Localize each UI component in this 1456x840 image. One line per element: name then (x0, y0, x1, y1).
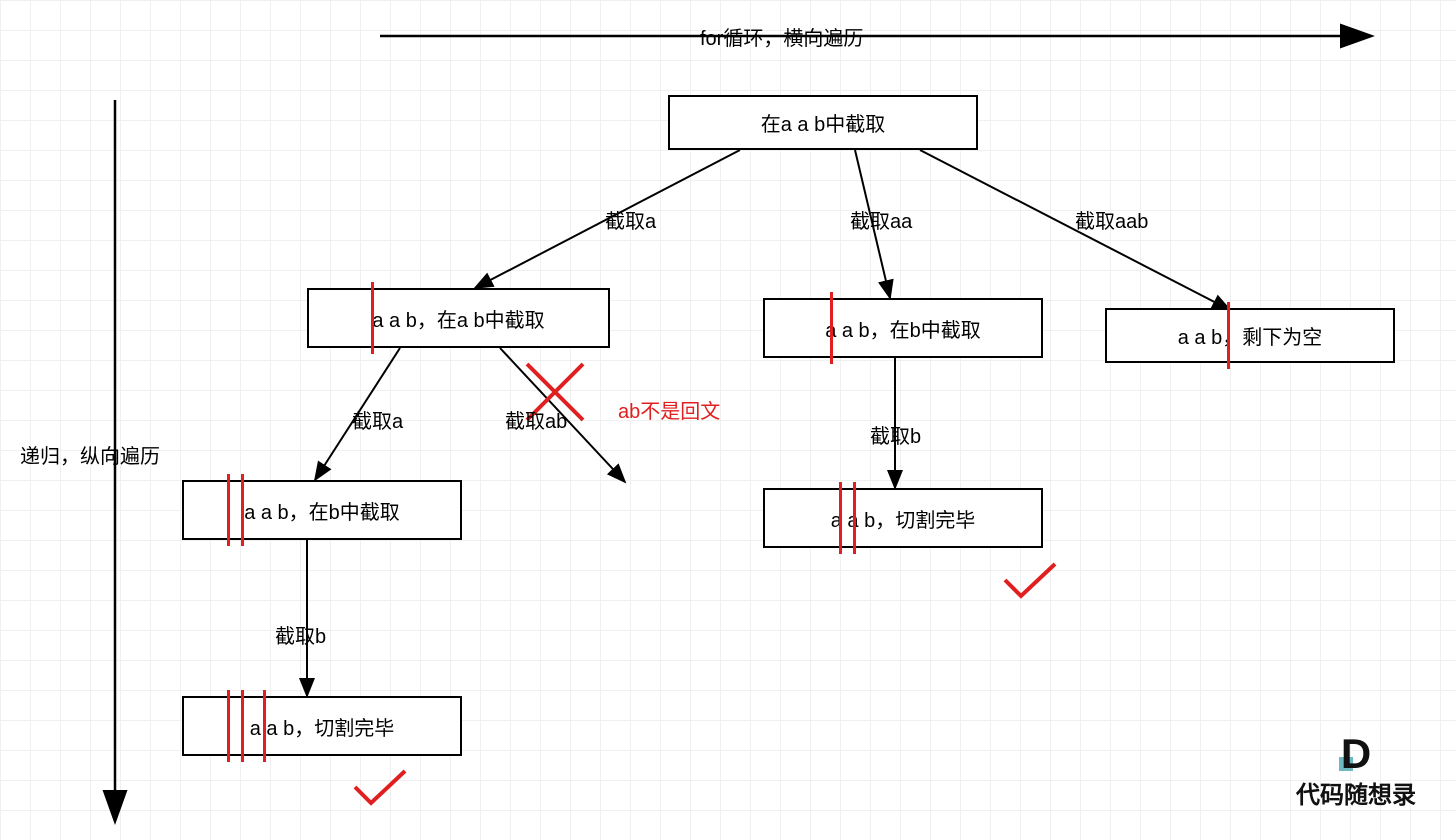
cut-mark (830, 292, 833, 364)
cut-mark (241, 474, 244, 546)
annotation-text: ab不是回文 (618, 395, 720, 424)
checkmark-icon (1005, 564, 1055, 596)
diagram-layer: 在a a b中截取 a a b，在a b中截取 a a b，在b中截取 a a b，剩… (0, 0, 1456, 840)
cut-mark (839, 482, 842, 554)
cut-mark (227, 474, 230, 546)
edge-label: 截取a (352, 405, 403, 434)
tree-node: 在a a b中截取 (668, 95, 978, 150)
edge-label: 截取aab (1075, 205, 1148, 234)
edge-label: 截取b (870, 420, 921, 449)
tree-node: a a b，在b中截取 (763, 298, 1043, 358)
tree-node: a a b，切割完毕 (763, 488, 1043, 548)
tree-node: a a b，在a b中截取 (307, 288, 610, 348)
cut-mark (1227, 302, 1230, 369)
vertical-axis-label: 递归，纵向遍历 (20, 440, 160, 469)
tree-node: a a b，切割完毕 (182, 696, 462, 756)
edge-label: 截取ab (505, 405, 567, 434)
tree-node: a a b，在b中截取 (182, 480, 462, 540)
tree-node: a a b，剩下为空 (1105, 308, 1395, 363)
edge-label: 截取a (605, 205, 656, 234)
cut-mark (241, 690, 244, 762)
horizontal-axis-label: for循环，横向遍历 (700, 22, 863, 51)
cut-mark (371, 282, 374, 354)
checkmark-icon (355, 771, 405, 803)
watermark-text: 代码随想录 (1296, 775, 1416, 810)
edge-label: 截取aa (850, 205, 912, 234)
cut-mark (227, 690, 230, 762)
edge-label: 截取b (275, 620, 326, 649)
watermark-logo: D (1341, 733, 1371, 775)
watermark: D 代码随想录 (1296, 733, 1416, 810)
cut-mark (263, 690, 266, 762)
cut-mark (853, 482, 856, 554)
